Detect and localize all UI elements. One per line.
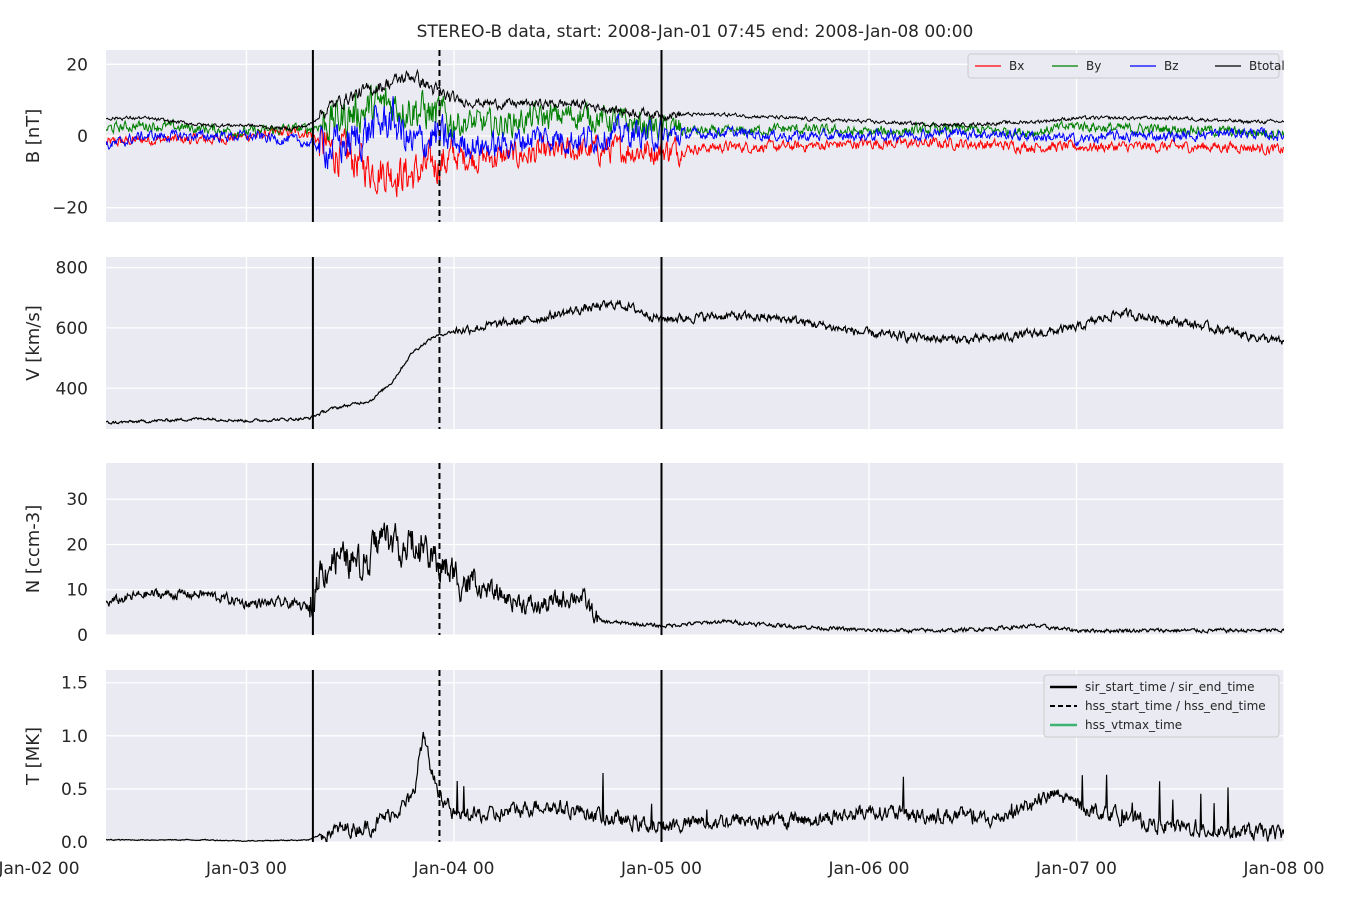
plot-background <box>106 463 1284 635</box>
panel-V: 400 600 800 V [km/s] <box>23 257 1285 429</box>
y-axis-label: B [nT] <box>23 109 44 164</box>
y-tick-label: 1.5 <box>61 674 88 694</box>
y-tick-label: 20 <box>66 535 88 555</box>
series-line-bz <box>106 96 1284 170</box>
legend-b: Bx By Bz Btotal <box>967 53 1285 79</box>
legend-frame <box>1043 674 1280 738</box>
x-tick-label: Jan-07 00 <box>1035 859 1117 879</box>
y-tick-label: 0 <box>77 127 88 147</box>
series-group <box>106 68 1284 198</box>
legend-label: Bz <box>1164 59 1179 73</box>
legend-label: Bx <box>1009 59 1024 73</box>
legend-events: sir_start_time / sir_end_time hss_start_t… <box>1043 674 1280 738</box>
x-tick-label: Jan-04 00 <box>412 859 494 879</box>
series-line-n <box>106 522 1284 634</box>
panels: −20 0 20 B [nT] Bx By Bz Btotal 400 600 800 V [km/s… <box>0 50 1325 879</box>
x-tick-label: Jan-06 00 <box>827 859 909 879</box>
y-axis-label: V [km/s] <box>23 305 44 380</box>
y-tick-label: 30 <box>66 490 88 510</box>
x-tick-label: Jan-03 00 <box>205 859 287 879</box>
panel-T: 0.0 0.5 1.0 1.5 T [MK] sir_start_time / sir_e… <box>0 670 1325 879</box>
x-tick-label: Jan-02 00 <box>0 859 80 879</box>
y-tick-label: −20 <box>52 199 88 219</box>
legend-label: Btotal <box>1249 59 1285 73</box>
series-line-v <box>106 299 1284 425</box>
series-group <box>106 299 1284 425</box>
y-tick-label: 20 <box>66 55 88 75</box>
y-axis-label: T [MK] <box>23 727 44 786</box>
y-tick-label: 800 <box>56 259 88 279</box>
plot-background <box>106 257 1284 429</box>
series-line-t <box>106 731 1284 842</box>
y-tick-label: 1.0 <box>61 727 88 747</box>
legend-label: hss_vtmax_time <box>1085 718 1182 732</box>
chart-title: STEREO-B data, start: 2008-Jan-01 07:45 … <box>417 22 974 42</box>
legend-label: hss_start_time / hss_end_time <box>1085 699 1266 713</box>
series-group <box>106 522 1284 634</box>
y-tick-label: 600 <box>56 319 88 339</box>
y-tick-label: 400 <box>56 379 88 399</box>
series-group <box>106 731 1284 842</box>
panel-N: 0 10 20 30 N [ccm-3] <box>23 463 1285 646</box>
legend-label: sir_start_time / sir_end_time <box>1085 680 1255 694</box>
panel-B: −20 0 20 B [nT] Bx By Bz Btotal <box>23 50 1285 222</box>
y-tick-label: 0 <box>77 626 88 646</box>
legend-label: By <box>1086 59 1101 73</box>
y-tick-label: 0.5 <box>61 780 88 800</box>
y-tick-label: 10 <box>66 581 88 601</box>
series-line-btotal <box>106 68 1284 132</box>
x-tick-label: Jan-08 00 <box>1242 859 1324 879</box>
y-tick-label: 0.0 <box>61 833 88 853</box>
y-axis-label: N [ccm-3] <box>23 505 44 594</box>
series-line-bx <box>106 125 1284 198</box>
x-tick-label: Jan-05 00 <box>620 859 702 879</box>
legend-frame <box>967 53 1280 79</box>
